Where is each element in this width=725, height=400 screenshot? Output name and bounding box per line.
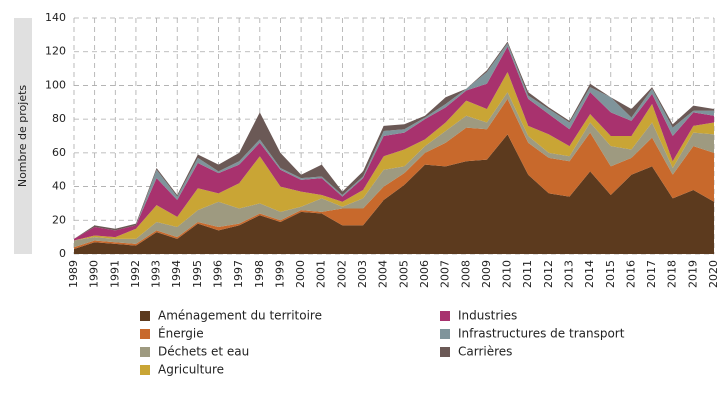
legend-swatch <box>140 365 150 375</box>
x-tick-label: 1998 <box>253 260 266 288</box>
x-tick-label: 2019 <box>686 260 699 288</box>
x-tick-label: 2014 <box>583 260 596 288</box>
legend-swatch <box>140 329 150 339</box>
x-tick-label: 2000 <box>294 260 307 288</box>
y-tick-label: 80 <box>52 112 66 125</box>
x-tick-label: 1990 <box>88 260 101 288</box>
x-tick-label: 2016 <box>624 260 637 288</box>
legend-swatch <box>140 347 150 357</box>
x-tick-label: 2020 <box>707 260 720 288</box>
y-tick-label: 40 <box>52 180 66 193</box>
y-tick-label: 60 <box>52 146 66 159</box>
x-tick-label: 2004 <box>377 260 390 288</box>
x-tick-label: 2017 <box>645 260 658 288</box>
legend-label: Aménagement du territoire <box>158 309 322 323</box>
x-tick-label: 2001 <box>315 260 328 288</box>
area <box>74 134 714 254</box>
x-tick-label: 2008 <box>459 260 472 288</box>
x-tick-label: 1997 <box>232 260 245 288</box>
area <box>74 71 714 241</box>
area <box>74 98 714 249</box>
legend-label: Énergie <box>158 326 204 341</box>
legend-label: Déchets et eau <box>158 345 249 359</box>
x-tick-label: 2002 <box>335 260 348 288</box>
x-tick-label: 2012 <box>542 260 555 288</box>
y-tick-label: 20 <box>52 213 66 226</box>
x-tick-label: 1995 <box>191 260 204 288</box>
legend-label: Agriculture <box>158 363 224 377</box>
legend-label: Industries <box>458 309 517 323</box>
x-tick-label: 1992 <box>129 260 142 288</box>
x-tick-label: 1999 <box>273 260 286 288</box>
x-tick-label: 2010 <box>501 260 514 288</box>
area <box>74 41 714 239</box>
y-label-box <box>14 18 32 254</box>
x-tick-label: 2009 <box>480 260 493 288</box>
legend-swatch <box>440 347 450 357</box>
legend-swatch <box>140 311 150 321</box>
x-tick-label: 1989 <box>67 260 80 288</box>
x-tick-label: 2018 <box>666 260 679 288</box>
x-tick-label: 2015 <box>604 260 617 288</box>
x-tick-label: 1996 <box>212 260 225 288</box>
x-tick-label: 2007 <box>439 260 452 288</box>
legend-swatch <box>440 311 450 321</box>
area <box>74 92 714 248</box>
x-tick-label: 2006 <box>418 260 431 288</box>
y-tick-label: 100 <box>45 78 66 91</box>
legend-swatch <box>440 329 450 339</box>
legend-label: Infrastructures de transport <box>458 327 625 341</box>
x-tick-label: 1994 <box>170 260 183 288</box>
y-axis-label: Nombre de projets <box>16 85 29 188</box>
x-tick-label: 1991 <box>108 260 121 288</box>
x-tick-label: 1993 <box>150 260 163 288</box>
x-tick-label: 2003 <box>356 260 369 288</box>
legend-label: Carrières <box>458 345 512 359</box>
x-tick-label: 2011 <box>521 260 534 288</box>
area <box>74 46 714 241</box>
x-tick-label: 2013 <box>562 260 575 288</box>
y-tick-label: 0 <box>59 247 66 260</box>
y-tick-label: 120 <box>45 45 66 58</box>
x-tick-label: 2005 <box>397 260 410 288</box>
y-tick-label: 140 <box>45 11 66 24</box>
